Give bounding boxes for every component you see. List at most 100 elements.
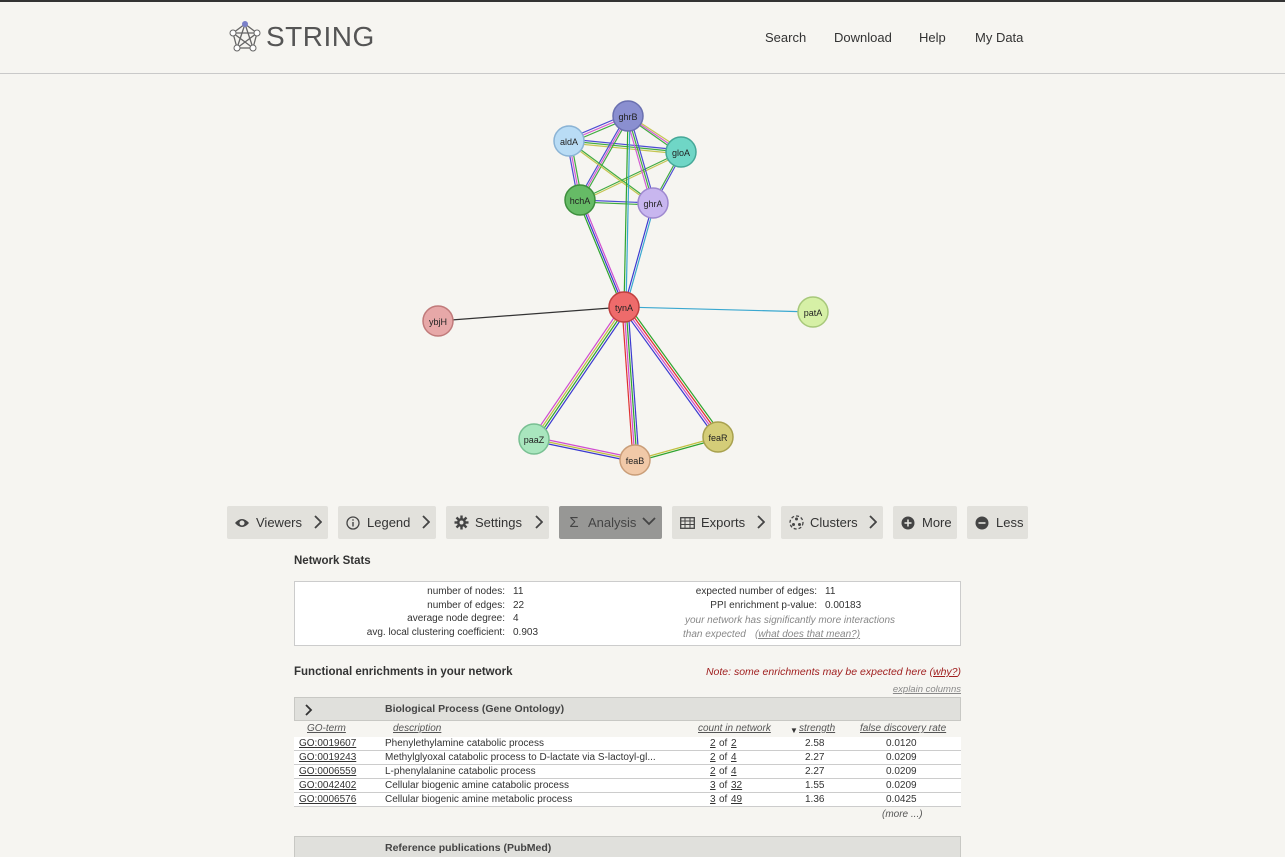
more-label: More — [922, 515, 952, 530]
go-term-link[interactable]: GO:0019607 — [299, 738, 357, 749]
count-of: of — [719, 780, 728, 791]
svg-text:feaR: feaR — [708, 433, 728, 443]
more-link[interactable]: (more ...) — [882, 809, 923, 820]
count-a[interactable]: 2 — [710, 752, 716, 763]
stat-label: number of nodes: — [427, 586, 505, 597]
node-tynA[interactable]: tynA — [608, 291, 640, 323]
col-description[interactable]: description — [393, 723, 442, 734]
term-description: Methylglyoxal catabolic process to D-lac… — [385, 752, 656, 763]
node-ybjH[interactable]: ybjH — [422, 305, 454, 337]
node-gloA[interactable]: gloA — [665, 136, 697, 168]
fdr: 0.0120 — [886, 738, 917, 749]
clusters-label: Clusters — [810, 515, 858, 530]
node-paaZ[interactable]: paaZ — [518, 423, 550, 455]
biological-process-header[interactable]: Biological Process (Gene Ontology) — [294, 697, 961, 721]
more-button[interactable]: More — [893, 506, 957, 539]
less-button[interactable]: Less — [967, 506, 1028, 539]
nav-download[interactable]: Download — [834, 30, 892, 45]
fdr: 0.0209 — [886, 766, 917, 777]
stat-value: 0.903 — [513, 627, 539, 638]
count-b[interactable]: 2 — [731, 738, 737, 749]
term-description: Phenylethylamine catabolic process — [385, 738, 544, 749]
term-description: Cellular biogenic amine catabolic proces… — [385, 780, 569, 791]
settings-button[interactable]: Settings — [446, 506, 549, 539]
go-term-link[interactable]: GO:0042402 — [299, 780, 357, 791]
pubmed-header[interactable]: Reference publications (PubMed) — [294, 836, 961, 857]
go-term-link[interactable]: GO:0006559 — [299, 766, 357, 777]
node-feaR[interactable]: feaR — [702, 421, 734, 453]
explain-columns-link[interactable]: explain columns — [892, 684, 961, 695]
nav-help[interactable]: Help — [919, 30, 946, 45]
stat-value: 4 — [513, 613, 519, 624]
node-aldA[interactable]: aldA — [553, 125, 585, 157]
stat-label: avg. local clustering coefficient: — [366, 627, 505, 638]
clusters-icon — [788, 515, 804, 531]
table-icon — [679, 515, 695, 531]
col-strength[interactable]: strength — [799, 723, 836, 734]
legend-button[interactable]: Legend — [338, 506, 436, 539]
node-patA[interactable]: patA — [797, 296, 829, 328]
stat-value: 11 — [513, 586, 524, 597]
term-description: Cellular biogenic amine metabolic proces… — [385, 794, 573, 805]
count-a[interactable]: 3 — [710, 780, 716, 791]
table-row: GO:0006576 Cellular biogenic amine metab… — [294, 793, 961, 807]
legend-label: Legend — [367, 515, 411, 530]
fdr: 0.0209 — [886, 780, 917, 791]
col-fdr[interactable]: false discovery rate — [860, 723, 947, 734]
sort-desc-icon: ▼ — [790, 726, 798, 735]
plus-circle-icon — [900, 515, 916, 531]
go-term-link[interactable]: GO:0006576 — [299, 794, 357, 805]
node-ghrA[interactable]: ghrA — [637, 187, 669, 219]
count-of: of — [719, 752, 728, 763]
stat-value: 11 — [825, 586, 836, 597]
table-row: GO:0006559 L-phenylalanine catabolic pro… — [294, 765, 961, 779]
why-link[interactable]: why? — [932, 666, 958, 678]
exports-label: Exports — [701, 515, 746, 530]
strength: 1.36 — [805, 794, 825, 805]
fdr: 0.0425 — [886, 794, 917, 805]
count-of: of — [719, 794, 728, 805]
sigma-icon: Σ — [569, 514, 579, 531]
minus-circle-icon — [974, 515, 990, 531]
svg-text:ghrA: ghrA — [643, 199, 662, 209]
nodes[interactable]: ghrB aldA gloA hchA ghrA tynA ybjH patA … — [422, 100, 829, 476]
network-graph[interactable]: ghrB aldA gloA hchA ghrA tynA ybjH patA … — [0, 80, 1285, 500]
enrichment-note-line2: than expected — [683, 629, 746, 640]
viewers-button[interactable]: Viewers — [227, 506, 328, 539]
node-feaB[interactable]: feaB — [619, 444, 651, 476]
table-row: GO:0019243 Methylglyoxal catabolic proce… — [294, 751, 961, 765]
node-ghrB[interactable]: ghrB — [612, 100, 644, 132]
count-a[interactable]: 3 — [710, 794, 716, 805]
clusters-button[interactable]: Clusters — [781, 506, 883, 539]
chevron-right-icon — [869, 515, 877, 529]
strength: 2.58 — [805, 738, 825, 749]
svg-text:feaB: feaB — [626, 456, 645, 466]
nav-my-data[interactable]: My Data — [975, 30, 1024, 45]
network-stats-box: number of nodes: 11 number of edges: 22 … — [294, 581, 961, 646]
network-logo-icon — [229, 21, 261, 52]
count-a[interactable]: 2 — [710, 766, 716, 777]
what-does-that-mean-link[interactable]: (what does that mean?) — [755, 629, 861, 640]
count-b[interactable]: 4 — [731, 752, 737, 763]
nav-search[interactable]: Search — [765, 30, 807, 45]
col-go-term[interactable]: GO-term — [307, 723, 346, 734]
go-term-link[interactable]: GO:0019243 — [299, 752, 357, 763]
gear-icon — [453, 515, 469, 531]
svg-text:paaZ: paaZ — [524, 435, 545, 445]
count-of: of — [719, 766, 728, 777]
chevron-right-icon — [757, 515, 765, 529]
chevron-right-icon — [314, 515, 322, 529]
network-stats-title: Network Stats — [294, 555, 371, 567]
node-hchA[interactable]: hchA — [564, 184, 596, 216]
count-a[interactable]: 2 — [710, 738, 716, 749]
count-b[interactable]: 32 — [731, 780, 743, 791]
analysis-button[interactable]: Σ Analysis — [559, 506, 662, 539]
exports-button[interactable]: Exports — [672, 506, 771, 539]
count-b[interactable]: 4 — [731, 766, 737, 777]
string-logo[interactable]: STRING — [228, 20, 375, 54]
svg-text:ybjH: ybjH — [429, 317, 447, 327]
header: STRING Search Download Help My Data — [0, 2, 1285, 74]
strength: 1.55 — [805, 780, 825, 791]
col-count[interactable]: count in network — [698, 723, 771, 734]
count-b[interactable]: 49 — [731, 794, 743, 805]
